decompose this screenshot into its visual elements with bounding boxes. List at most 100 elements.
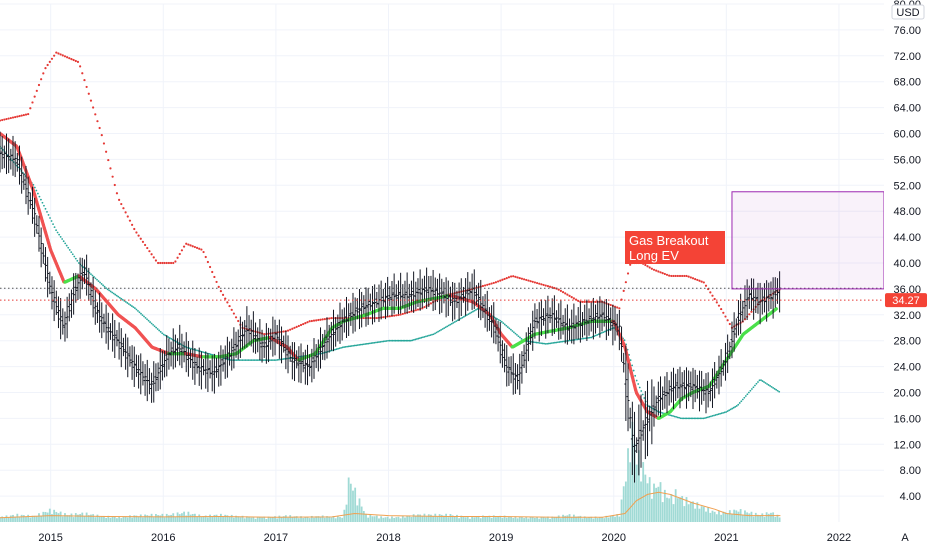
upper-band-dot [283,330,285,332]
slow-ma-dot [639,387,641,389]
upper-band-dot [581,301,583,303]
slow-ma-dot [774,388,776,390]
volume-bar [610,516,612,522]
slow-ma-dot [709,416,711,418]
slow-ma-dot [706,417,708,419]
slow-ma-dot [548,343,550,345]
volume-bar [688,504,690,522]
volume-bar [465,517,467,522]
volume-bar [354,488,356,522]
slow-ma-dot [448,325,450,327]
volume-bar [564,516,566,522]
volume-bar [40,516,42,522]
volume-bar [506,518,508,522]
upper-band-dot [525,279,527,281]
slow-ma-dot [126,302,128,304]
slow-ma-dot [419,337,421,339]
upper-band-dot [402,313,404,315]
upper-band-dot [497,280,499,282]
y-tick-label: 16.00 [893,413,921,425]
slow-ma-dot [584,337,586,339]
volume-bar [38,513,40,522]
upper-band-dot [512,275,514,277]
volume-bar [471,516,473,522]
upper-band-dot [5,118,7,120]
slow-ma-dot [66,245,68,247]
slow-ma-dot [134,307,136,309]
upper-band-dot [584,301,586,303]
slow-ma-dot [511,330,513,332]
volume-bar [231,515,233,522]
upper-band-dot [263,333,265,335]
slow-ma-dot [76,260,78,262]
upper-band-dot [187,243,189,245]
slow-ma-dot [759,379,761,381]
upper-band-dot [75,60,77,62]
slow-ma-dot [55,229,57,231]
volume-bar [521,517,523,522]
upper-band-dot [553,287,555,289]
volume-bar [144,515,146,522]
volume-bar [213,515,215,522]
currency-badge[interactable]: USD [892,5,924,19]
volume-bar [603,518,605,522]
target-box[interactable] [732,192,884,289]
volume-bar [733,510,735,522]
volume-bar [677,498,679,522]
slow-ma-dot [446,325,448,327]
upper-band-dot [94,113,96,115]
volume-bar [270,518,272,522]
upper-band-dot [189,244,191,246]
upper-band-dot [118,199,120,201]
volume-bar [434,514,436,522]
slow-ma-dot [762,380,764,382]
volume-bar [623,486,625,522]
volume-bar [432,516,434,522]
slow-ma-dot [145,317,147,319]
upper-band-dot [679,275,681,277]
slow-ma-dot [377,341,379,343]
volume-bar [779,517,781,522]
upper-band-dot [73,59,75,61]
volume-bar [528,518,530,522]
last-price-label: 34.27 [892,295,920,307]
volume-bar [391,517,393,522]
upper-band-dot [34,96,36,98]
volume-bar [467,517,469,522]
volume-bar [538,519,540,522]
volume-bar [23,515,25,522]
slow-ma-dot [442,328,444,330]
slow-ma-dot [75,258,77,260]
slow-ma-dot [417,338,419,340]
upper-band-dot [21,114,23,116]
x-tick-label: 2015 [38,532,62,544]
y-tick-label: 32.00 [893,310,921,322]
slow-ma-dot [92,275,94,277]
y-tick-label: 68.00 [893,77,921,89]
upper-band-dot [161,262,163,264]
volume-bar [216,515,218,522]
slow-ma-dot [363,343,365,345]
slow-ma-dot [543,343,545,345]
auto-scale-button[interactable]: A [901,532,909,544]
volume-bar [79,514,81,522]
volume-bar [94,517,96,522]
slow-ma-dot [562,341,564,343]
annotation-callout[interactable]: Gas Breakout Long EV [625,231,725,264]
volume-bar [75,513,77,522]
slow-ma-dot [369,342,371,344]
volume-bar [92,514,94,522]
upper-band-dot [711,295,713,297]
upper-band-dot [389,315,391,317]
slow-ma-dot [146,318,148,320]
price-axis[interactable]: 4.008.0012.0016.0020.0024.0028.0032.0036… [884,0,932,524]
slow-ma-dot [551,342,553,344]
slow-ma-dot [54,226,56,228]
last-price-badge: 34.27 [885,293,927,307]
volume-bar [58,513,60,522]
upper-band-dot [144,244,146,246]
upper-band-dot [688,276,690,278]
